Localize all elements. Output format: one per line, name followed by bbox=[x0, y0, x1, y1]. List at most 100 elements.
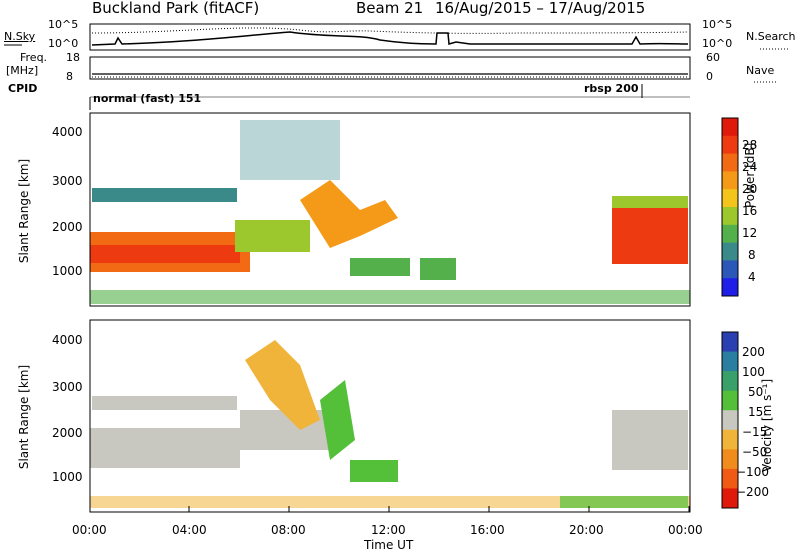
date-range: 16/Aug/2015 – 17/Aug/2015 bbox=[435, 0, 646, 17]
vel-echo-ground-late bbox=[560, 496, 688, 508]
nave-tick-bottom: 0 bbox=[706, 70, 713, 83]
nsearch-tick-bottom: 10^0 bbox=[702, 37, 733, 50]
vel-ytick-3000: 3000 bbox=[52, 380, 83, 394]
vel-echo-ground bbox=[90, 496, 690, 508]
vel-ytick-1000: 1000 bbox=[52, 470, 83, 484]
vcb-swatch bbox=[722, 410, 738, 431]
vel-echo-upper bbox=[92, 396, 237, 410]
vel-cb-tick-m100: −100 bbox=[736, 465, 769, 479]
vel-ytick-4000: 4000 bbox=[52, 333, 83, 347]
power-ytick-1000: 1000 bbox=[52, 264, 83, 278]
power-cb-tick-20: 20 bbox=[742, 182, 758, 196]
pcb-swatch bbox=[722, 207, 738, 226]
vcb-swatch bbox=[722, 449, 738, 470]
power-echo-low bbox=[350, 258, 410, 276]
pcb-swatch bbox=[722, 118, 738, 137]
power-colorbar-frame bbox=[721, 117, 739, 297]
freq-tick-top: 18 bbox=[66, 51, 80, 64]
nsky-label: N.Sky bbox=[4, 30, 36, 43]
xtick-1200: 12:00 bbox=[371, 523, 406, 537]
vcb-swatch bbox=[722, 371, 738, 392]
vel-echo-low bbox=[350, 460, 398, 482]
vcb-swatch bbox=[722, 332, 738, 353]
vcb-swatch bbox=[722, 390, 738, 411]
vel-cb-tick-m15: −15 bbox=[742, 425, 768, 439]
velocity-echoes bbox=[90, 340, 690, 508]
velocity-colorbar-frame bbox=[721, 331, 739, 509]
vel-echo-main bbox=[90, 428, 240, 468]
nsky-tick-bottom: 10^0 bbox=[48, 37, 79, 50]
vcb-swatch bbox=[722, 429, 738, 450]
power-cb-tick-8: 8 bbox=[748, 248, 756, 262]
x-ticks bbox=[89, 506, 690, 512]
cpid-label: CPID bbox=[8, 82, 38, 95]
xtick-1600: 16:00 bbox=[470, 523, 505, 537]
pcb-swatch bbox=[722, 242, 738, 261]
power-echo-low2 bbox=[420, 258, 456, 280]
xtick-2000: 20:00 bbox=[569, 523, 604, 537]
pcb-swatch bbox=[722, 260, 738, 279]
power-cb-tick-28: 28 bbox=[742, 138, 758, 152]
vel-cb-tick-m200: −200 bbox=[736, 485, 769, 499]
vel-cb-tick-100: 100 bbox=[742, 365, 765, 379]
power-colorbar bbox=[722, 118, 738, 297]
xtick-0800: 08:00 bbox=[271, 523, 306, 537]
nave-label: Nave bbox=[746, 64, 775, 77]
nsky-tick-top: 10^5 bbox=[48, 18, 79, 31]
power-ytick-3000: 3000 bbox=[52, 174, 83, 188]
vel-cb-tick-15: 15 bbox=[748, 405, 764, 419]
beam-label: Beam 21 bbox=[356, 0, 424, 17]
pcb-swatch bbox=[722, 189, 738, 208]
freq-tick-bottom: 8 bbox=[66, 70, 73, 83]
xtick-2400: 00:00 bbox=[668, 523, 703, 537]
power-echo-mid bbox=[235, 220, 310, 252]
power-echo-evening-edge bbox=[612, 196, 688, 208]
nsearch-trace bbox=[91, 27, 689, 34]
power-echo-ground bbox=[90, 290, 690, 304]
vel-echo-evening bbox=[612, 410, 688, 470]
nsky-trace bbox=[91, 31, 689, 46]
power-cb-tick-16: 16 bbox=[742, 204, 758, 218]
vel-echo-negative bbox=[245, 340, 320, 430]
vel-ytick-2000: 2000 bbox=[52, 426, 83, 440]
power-echo-core bbox=[90, 245, 240, 263]
freq-unit: [MHz] bbox=[6, 64, 39, 77]
vel-cb-tick-m50: −50 bbox=[742, 445, 768, 459]
pcb-swatch bbox=[722, 224, 738, 244]
pcb-swatch bbox=[722, 135, 738, 155]
xtick-0000: 00:00 bbox=[72, 523, 107, 537]
power-cb-tick-12: 12 bbox=[742, 226, 758, 240]
nave-tick-top: 60 bbox=[706, 51, 720, 64]
xtick-0400: 04:00 bbox=[172, 523, 207, 537]
nsearch-label: N.Search bbox=[746, 30, 796, 43]
nsearch-tick-top: 10^5 bbox=[702, 18, 733, 31]
power-cb-tick-4: 4 bbox=[748, 270, 756, 284]
cpid-rbsp: rbsp 200 bbox=[584, 82, 639, 95]
nsky-frame bbox=[89, 23, 691, 51]
vcb-swatch bbox=[722, 351, 738, 372]
freq-frame bbox=[89, 56, 691, 80]
velocity-frame bbox=[89, 319, 691, 513]
vel-echo-positive bbox=[320, 380, 355, 460]
vel-cb-tick-200: 200 bbox=[742, 345, 765, 359]
power-ytick-4000: 4000 bbox=[52, 125, 83, 139]
power-echo-evening bbox=[612, 204, 688, 264]
power-ytick-2000: 2000 bbox=[52, 220, 83, 234]
x-axis-title: Time UT bbox=[364, 538, 414, 552]
power-echo-scatter bbox=[240, 120, 340, 180]
cpid-normal: normal (fast) 151 bbox=[93, 92, 202, 105]
vcb-swatch bbox=[722, 468, 738, 489]
freq-label: Freq. bbox=[20, 51, 48, 64]
pcb-swatch bbox=[722, 171, 738, 190]
vcb-swatch bbox=[722, 488, 738, 509]
power-echoes bbox=[90, 120, 690, 304]
power-echo-arc bbox=[300, 180, 398, 248]
vel-cb-tick-50: 50 bbox=[748, 385, 764, 399]
velocity-colorbar bbox=[722, 332, 738, 509]
power-cb-tick-24: 24 bbox=[742, 160, 758, 174]
pcb-swatch bbox=[722, 278, 738, 297]
station-title: Buckland Park (fitACF) bbox=[92, 0, 260, 17]
pcb-swatch bbox=[722, 153, 738, 172]
power-frame bbox=[89, 112, 691, 307]
